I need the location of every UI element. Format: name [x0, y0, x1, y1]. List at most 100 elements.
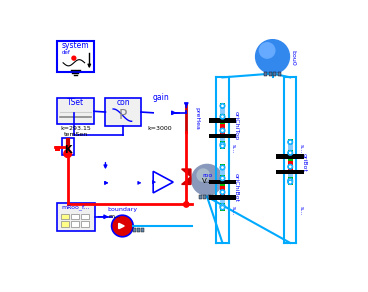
Bar — [209, 195, 236, 200]
Text: bou0: bou0 — [290, 50, 295, 66]
Circle shape — [288, 178, 293, 183]
Circle shape — [220, 104, 224, 108]
Bar — [220, 186, 225, 197]
Bar — [71, 221, 79, 227]
Circle shape — [197, 169, 209, 181]
Bar — [57, 203, 95, 231]
Circle shape — [220, 104, 225, 108]
Circle shape — [64, 150, 71, 157]
Circle shape — [220, 128, 224, 133]
Circle shape — [220, 165, 225, 170]
Polygon shape — [105, 181, 108, 185]
Circle shape — [220, 144, 225, 148]
Circle shape — [221, 177, 224, 180]
Circle shape — [289, 180, 292, 184]
Circle shape — [289, 179, 292, 182]
Circle shape — [221, 129, 224, 132]
Bar — [203, 195, 206, 199]
Bar — [106, 98, 141, 126]
Circle shape — [288, 180, 292, 184]
Text: k=3000: k=3000 — [147, 126, 171, 131]
Circle shape — [289, 165, 292, 168]
Circle shape — [220, 206, 224, 209]
Bar — [220, 124, 225, 135]
Circle shape — [220, 190, 225, 194]
Circle shape — [221, 144, 224, 147]
Bar — [264, 72, 267, 76]
Text: oriChiBot: oriChiBot — [234, 173, 239, 202]
Circle shape — [221, 191, 224, 194]
Text: s...: s... — [298, 206, 304, 215]
Circle shape — [112, 215, 133, 237]
Circle shape — [221, 206, 224, 209]
Bar — [133, 227, 136, 232]
Text: P: P — [119, 108, 127, 122]
Bar — [212, 195, 216, 199]
Circle shape — [221, 115, 224, 118]
Bar — [269, 72, 272, 76]
Circle shape — [288, 179, 292, 182]
Bar — [288, 142, 293, 150]
Bar — [57, 98, 94, 124]
Bar — [278, 72, 281, 76]
Circle shape — [221, 143, 224, 146]
Bar — [220, 195, 225, 203]
Circle shape — [289, 151, 292, 154]
Bar — [273, 72, 276, 76]
Text: con: con — [116, 98, 130, 107]
Circle shape — [220, 166, 224, 169]
Polygon shape — [182, 177, 191, 185]
Bar — [56, 146, 60, 151]
Bar — [220, 164, 225, 211]
Bar — [220, 106, 225, 114]
Polygon shape — [152, 180, 156, 184]
Circle shape — [288, 140, 292, 144]
Circle shape — [221, 104, 224, 107]
Bar — [276, 170, 304, 174]
Circle shape — [220, 115, 224, 119]
Text: preHea: preHea — [195, 107, 199, 130]
Circle shape — [288, 140, 293, 144]
Text: temSen: temSen — [63, 132, 88, 137]
Circle shape — [288, 151, 293, 155]
Text: s...: s... — [231, 206, 236, 215]
Bar — [209, 134, 236, 138]
Bar — [61, 214, 69, 219]
Circle shape — [220, 204, 225, 208]
Circle shape — [256, 40, 290, 74]
Circle shape — [288, 151, 292, 155]
Circle shape — [220, 190, 224, 194]
Text: k=293.15: k=293.15 — [60, 126, 91, 131]
Text: boundary: boundary — [107, 206, 137, 212]
Text: K: K — [64, 145, 71, 155]
Text: def: def — [61, 50, 70, 55]
Bar — [61, 138, 74, 155]
Circle shape — [259, 43, 275, 58]
Circle shape — [220, 144, 224, 148]
Text: oriBot: oriBot — [302, 153, 307, 171]
Circle shape — [220, 176, 225, 180]
Bar — [288, 161, 293, 171]
Circle shape — [221, 204, 224, 208]
Circle shape — [288, 164, 293, 169]
Circle shape — [184, 202, 189, 207]
Text: mRoo_f...: mRoo_f... — [62, 205, 91, 210]
Text: roo: roo — [202, 173, 212, 178]
Text: gain: gain — [152, 93, 169, 102]
Circle shape — [220, 205, 225, 210]
Circle shape — [192, 164, 223, 195]
Bar — [61, 221, 69, 227]
Text: oriChiTop: oriChiTop — [234, 111, 239, 140]
Bar — [141, 227, 144, 232]
Bar — [137, 227, 140, 232]
Bar — [220, 168, 225, 175]
Text: V...: V... — [202, 178, 212, 184]
Text: s...: s... — [231, 144, 236, 154]
Bar — [220, 134, 225, 141]
Bar — [209, 118, 236, 123]
Bar — [57, 41, 94, 72]
Circle shape — [288, 165, 292, 169]
Bar — [71, 214, 79, 219]
Text: system: system — [61, 41, 89, 50]
Bar — [209, 180, 236, 185]
